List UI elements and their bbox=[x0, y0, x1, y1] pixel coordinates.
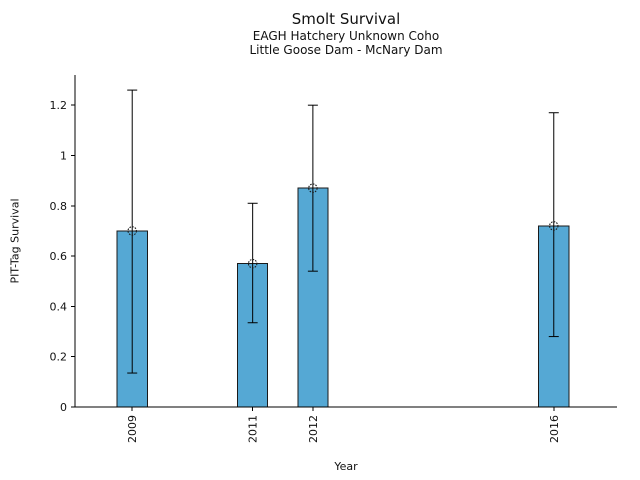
marker-2016 bbox=[549, 221, 559, 231]
y-tick-label-0.2: 0.2 bbox=[50, 351, 68, 364]
marker-2012 bbox=[308, 183, 318, 193]
x-tick-label-2009: 2009 bbox=[126, 415, 139, 443]
y-tick-label-0.6: 0.6 bbox=[50, 250, 68, 263]
marker-2011 bbox=[247, 258, 258, 269]
y-tick-label-0.4: 0.4 bbox=[50, 300, 68, 313]
y-tick-label-0: 0 bbox=[60, 401, 67, 414]
x-tick-label-2012: 2012 bbox=[307, 415, 320, 443]
y-tick-label-1: 1 bbox=[60, 149, 67, 162]
chart-title: Smolt Survival bbox=[291, 10, 401, 28]
marker-2009 bbox=[127, 226, 137, 236]
x-tick-label-2016: 2016 bbox=[548, 415, 561, 443]
x-tick-label-2011: 2011 bbox=[247, 415, 260, 443]
y-tick-label-1.2: 1.2 bbox=[50, 99, 68, 112]
chart-subtitle-line2: Little Goose Dam - McNary Dam bbox=[249, 43, 443, 57]
x-axis-label: Year bbox=[334, 460, 358, 473]
chart-subtitle-line1: EAGH Hatchery Unknown Coho bbox=[252, 29, 440, 43]
y-tick-label-0.8: 0.8 bbox=[50, 200, 68, 213]
